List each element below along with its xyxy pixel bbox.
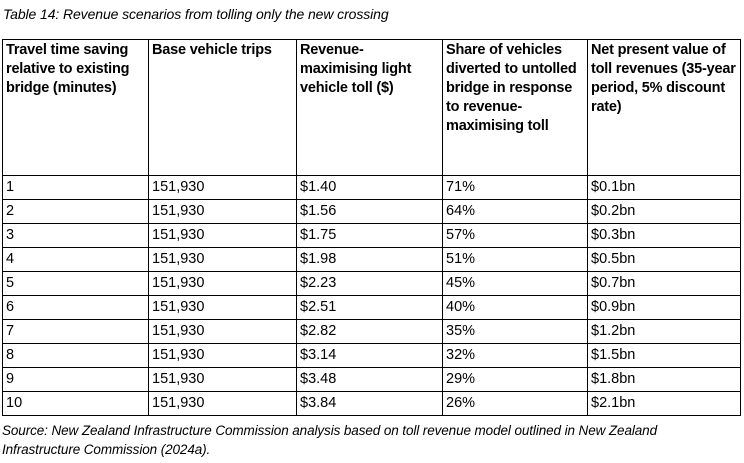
table-row: 10 151,930 $3.84 26% $2.1bn: [2, 391, 741, 416]
header-cell: Share of vehicles diverted to untolled b…: [442, 39, 588, 176]
table-cell: 7: [2, 319, 149, 344]
table-cell: 6: [2, 295, 149, 320]
table-cell: $0.9bn: [587, 295, 741, 320]
table-cell: $1.8bn: [587, 367, 741, 392]
table-cell: 26%: [442, 391, 588, 416]
header-cell: Revenue-maximising light vehicle toll ($…: [296, 39, 443, 176]
table-cell: 29%: [442, 367, 588, 392]
table-cell: $2.82: [296, 319, 443, 344]
table-cell: 8: [2, 343, 149, 368]
table-cell: 32%: [442, 343, 588, 368]
table-row: 3 151,930 $1.75 57% $0.3bn: [2, 223, 741, 248]
table-cell: $1.40: [296, 175, 443, 200]
table-cell: 40%: [442, 295, 588, 320]
table-row: 9 151,930 $3.48 29% $1.8bn: [2, 367, 741, 392]
table-cell: $2.23: [296, 271, 443, 296]
table-cell: 151,930: [148, 175, 297, 200]
table-cell: 51%: [442, 247, 588, 272]
table-cell: $3.84: [296, 391, 443, 416]
table-cell: $0.5bn: [587, 247, 741, 272]
table-cell: 151,930: [148, 199, 297, 224]
table-cell: 151,930: [148, 343, 297, 368]
table-row: 8 151,930 $3.14 32% $1.5bn: [2, 343, 741, 368]
header-cell: Travel time saving relative to existing …: [2, 39, 149, 176]
table-cell: 151,930: [148, 319, 297, 344]
table-cell: 151,930: [148, 295, 297, 320]
table-cell: $3.48: [296, 367, 443, 392]
header-cell: Base vehicle trips: [148, 39, 297, 176]
table-cell: $1.5bn: [587, 343, 741, 368]
table-cell: $3.14: [296, 343, 443, 368]
table-cell: $0.1bn: [587, 175, 741, 200]
table-row: 5 151,930 $2.23 45% $0.7bn: [2, 271, 741, 296]
table-cell: 1: [2, 175, 149, 200]
table-cell: $1.98: [296, 247, 443, 272]
table-cell: 57%: [442, 223, 588, 248]
table-row: 2 151,930 $1.56 64% $0.2bn: [2, 199, 741, 224]
table-cell: $2.1bn: [587, 391, 741, 416]
table-cell: 71%: [442, 175, 588, 200]
table-cell: 10: [2, 391, 149, 416]
table-cell: $2.51: [296, 295, 443, 320]
table-cell: $0.7bn: [587, 271, 741, 296]
table-cell: 5: [2, 271, 149, 296]
table-row: 6 151,930 $2.51 40% $0.9bn: [2, 295, 741, 320]
table-cell: 151,930: [148, 367, 297, 392]
table-cell: 64%: [442, 199, 588, 224]
table-cell: 3: [2, 223, 149, 248]
table-cell: 151,930: [148, 223, 297, 248]
table-cell: 4: [2, 247, 149, 272]
table-caption: Table 14: Revenue scenarios from tolling…: [3, 6, 389, 22]
table-cell: 151,930: [148, 247, 297, 272]
source-note: Source: New Zealand Infrastructure Commi…: [2, 423, 657, 457]
table-cell: 9: [2, 367, 149, 392]
table-body: 1 151,930 $1.40 71% $0.1bn 2 151,930 $1.56 64% $0…: [2, 175, 741, 416]
table-row: 7 151,930 $2.82 35% $1.2bn: [2, 319, 741, 344]
header-cell: Net present value of toll revenues (35-y…: [587, 39, 741, 176]
table-cell: $1.2bn: [587, 319, 741, 344]
table-cell: 2: [2, 199, 149, 224]
table-cell: 151,930: [148, 271, 297, 296]
table-cell: 45%: [442, 271, 588, 296]
header-row: Travel time saving relative to existing …: [2, 39, 741, 176]
table-cell: 35%: [442, 319, 588, 344]
table-cell: $0.2bn: [587, 199, 741, 224]
table-row: 1 151,930 $1.40 71% $0.1bn: [2, 175, 741, 200]
table-cell: $1.75: [296, 223, 443, 248]
table-cell: $1.56: [296, 199, 443, 224]
table-row: 4 151,930 $1.98 51% $0.5bn: [2, 247, 741, 272]
revenue-scenarios-table: Travel time saving relative to existing …: [2, 39, 741, 416]
table-cell: 151,930: [148, 391, 297, 416]
table-cell: $0.3bn: [587, 223, 741, 248]
